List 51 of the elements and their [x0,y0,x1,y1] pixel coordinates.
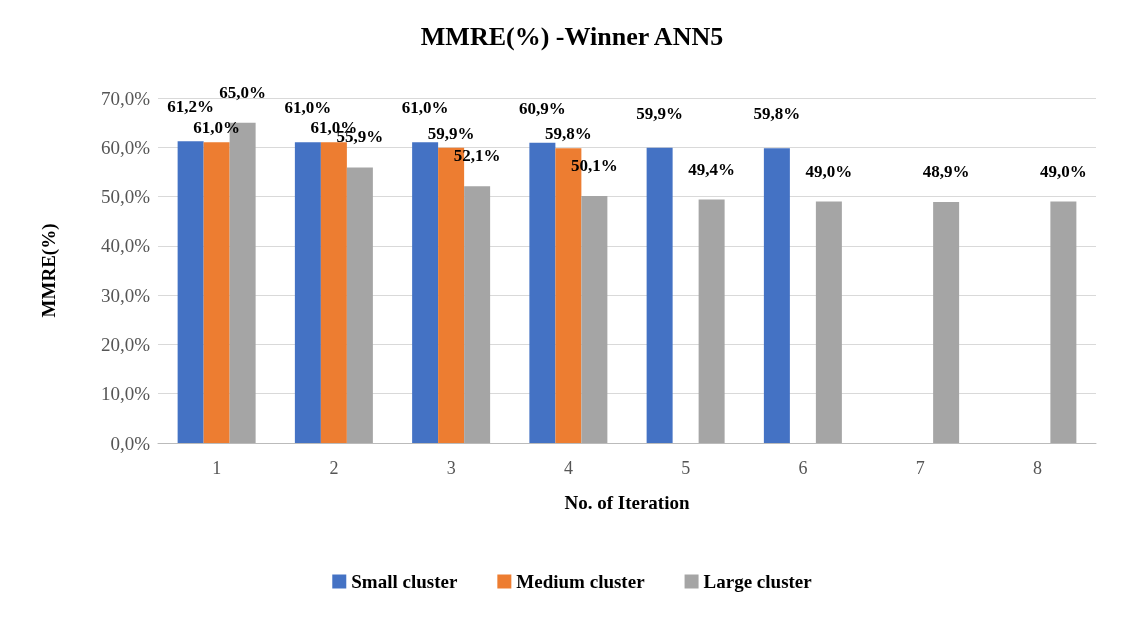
y-tick-label: 50,0% [100,186,151,208]
x-tick-label: 7 [915,458,925,478]
data-label: 49,0% [805,161,853,181]
data-label: 59,8% [545,124,592,144]
y-tick-label: 70,0% [100,87,151,109]
data-label: 48,9% [922,161,970,181]
bar [177,141,204,443]
bar [933,201,960,443]
bar [412,142,439,443]
bar [646,147,673,443]
x-tick-label: 8 [1032,458,1042,478]
x-tick-label: 5 [681,458,691,478]
y-tick-label: 30,0% [100,284,151,306]
y-tick-label: 10,0% [100,383,151,405]
data-label: 61,0% [401,98,449,118]
x-axis-title: No. of Iteration [564,492,690,513]
bar [529,142,556,443]
bar [581,196,608,443]
data-label: 60,9% [519,98,566,118]
data-label: 61,2% [167,97,214,117]
y-tick-label: 0,0% [110,432,151,454]
y-tick-label: 20,0% [100,333,151,355]
x-tick-label: 6 [798,458,808,478]
data-label: 61,0% [284,98,332,118]
y-tick-label: 60,0% [100,136,151,158]
legend-label: Large cluster [703,571,813,592]
x-tick-label: 4 [563,458,573,478]
data-label: 65,0% [219,82,266,102]
bar [346,167,373,443]
bar [698,199,725,443]
data-label: 59,9% [427,123,475,143]
bar [294,142,321,443]
legend-label: Medium cluster [516,571,646,592]
y-tick-label: 40,0% [100,235,151,257]
bar [815,201,842,443]
y-axis-title: MMRE(%) [38,223,60,318]
data-label: 59,9% [636,103,683,123]
data-label: 59,8% [753,104,801,124]
bar [763,148,790,443]
bar [1050,201,1077,443]
x-tick-label: 3 [446,458,456,478]
data-label: 49,4% [688,159,735,179]
chart-title: MMRE(%) -Winner ANN5 [420,21,724,51]
bar [203,142,230,443]
x-tick-label: 1 [212,458,222,478]
legend-label: Small cluster [351,571,458,592]
bar [320,142,347,443]
data-label: 49,0% [1040,161,1087,181]
bar [464,186,491,443]
data-label: 61,0% [193,118,240,138]
x-tick-label: 2 [329,458,339,478]
